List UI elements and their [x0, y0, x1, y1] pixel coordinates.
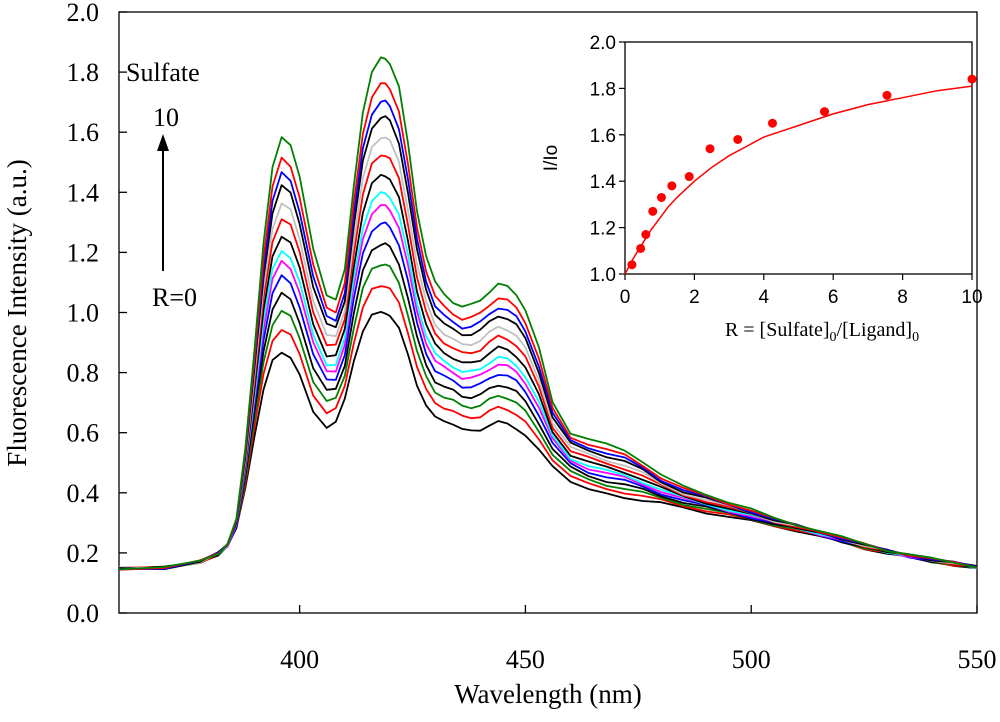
- main-x-tick-label: 550: [958, 645, 997, 674]
- spectrum-line-5: [118, 221, 978, 570]
- inset-x-label-sub2: 0: [912, 330, 919, 345]
- inset-y-axis-label: I/Io: [541, 145, 562, 171]
- inset-data-point: [820, 107, 830, 117]
- inset-data-point: [667, 181, 677, 191]
- inset-data-point: [641, 230, 651, 240]
- main-x-tick-label: 450: [506, 645, 545, 674]
- inset-data-point: [684, 172, 694, 182]
- spectrum-line-13: [118, 82, 978, 571]
- main-x-tick-label: 500: [732, 645, 771, 674]
- inset-data-point: [656, 192, 666, 202]
- spectrum-line-6: [118, 204, 978, 571]
- inset-data-point: [882, 90, 892, 100]
- inset-data-point: [967, 74, 977, 84]
- inset-data-point: [767, 118, 777, 128]
- inset-x-label-part1: R = [Sulfate]: [725, 319, 830, 341]
- inset-x-ticks: 0 2 4 6 8 10: [620, 274, 983, 308]
- main-y-tick-label: 1.0: [67, 299, 100, 328]
- inset-data-point: [648, 206, 658, 216]
- inset-plot: 0 2 4 6 8 10 1.0 1.2 1.4 1.6 1.8 2.0 I/Io R = [Sul…: [541, 33, 983, 345]
- spectrum-line-4: [118, 242, 978, 570]
- inset-x-tick-label: 10: [961, 287, 982, 308]
- inset-y-tick-label: 2.0: [590, 33, 616, 54]
- inset-x-axis-label: R = [Sulfate]0/[Ligand]0: [725, 319, 919, 345]
- inset-data-point: [705, 144, 715, 154]
- spectrum-line-12: [118, 99, 978, 570]
- main-y-tick-label: 0.2: [67, 539, 100, 568]
- main-x-ticks: 400 450 500 550: [280, 605, 997, 674]
- inset-x-label-part2: /[Ligand]: [837, 319, 913, 341]
- inset-data-point: [636, 243, 646, 253]
- inset-points: [627, 74, 977, 270]
- arrow-top-label: 10: [153, 103, 179, 132]
- main-y-tick-label: 0.4: [67, 479, 100, 508]
- arrow-bottom-label: R=0: [152, 283, 197, 312]
- inset-x-tick-label: 8: [897, 287, 908, 308]
- inset-data-point: [733, 134, 743, 144]
- main-y-tick-label: 0.6: [67, 419, 100, 448]
- inset-y-tick-label: 1.8: [590, 79, 616, 100]
- inset-y-tick-label: 1.2: [590, 219, 616, 240]
- inset-x-tick-label: 4: [759, 287, 770, 308]
- main-y-tick-label: 1.8: [67, 58, 100, 87]
- inset-y-tick-label: 1.6: [590, 126, 616, 147]
- main-y-tick-label: 1.6: [67, 118, 100, 147]
- main-y-axis-label: Fluorescence Intensity (a.u.): [2, 159, 32, 466]
- main-y-tick-label: 2.0: [67, 0, 100, 27]
- inset-x-tick-label: 0: [620, 287, 631, 308]
- inset-plot-frame: [624, 41, 973, 275]
- sulfate-label: Sulfate: [126, 58, 200, 87]
- spectrum-line-14: [118, 56, 978, 571]
- inset-y-tick-label: 1.4: [590, 172, 617, 193]
- main-series-group: [118, 56, 978, 571]
- inset-y-ticks: 1.0 1.2 1.4 1.6 1.8 2.0: [590, 33, 625, 286]
- inset-x-tick-label: 2: [689, 287, 700, 308]
- main-x-axis-label: Wavelength (nm): [454, 679, 642, 709]
- main-y-tick-label: 0.0: [67, 599, 100, 628]
- increase-arrow-head: [157, 134, 169, 151]
- inset-data-point: [627, 260, 637, 270]
- inset-x-tick-label: 6: [828, 287, 839, 308]
- main-y-ticks: 0.0 0.2 0.4 0.6 0.8 1.0 1.2 1.4 1.6 1.8 2.0: [67, 0, 127, 628]
- inset-y-tick-label: 1.0: [590, 265, 616, 286]
- main-y-tick-label: 0.8: [67, 359, 100, 388]
- main-plot: 400 450 500 550 0.00.20.40.60.81.01.21.41.6…: [2, 0, 997, 709]
- main-y-tick-label: 1.4: [67, 178, 100, 207]
- main-y-tick-label: 1.2: [67, 238, 100, 267]
- main-x-tick-label: 400: [280, 645, 319, 674]
- inset-x-label-sub1: 0: [830, 330, 837, 345]
